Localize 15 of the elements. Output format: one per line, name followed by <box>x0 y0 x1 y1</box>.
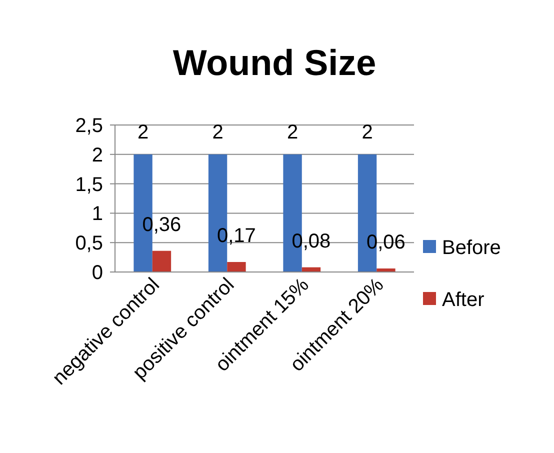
data-label: 2 <box>137 121 149 144</box>
data-label: 2 <box>286 121 298 144</box>
y-tick-label: 0,5 <box>75 232 103 255</box>
y-tick-label: 1,5 <box>75 174 103 196</box>
data-label: 2 <box>212 121 224 144</box>
bar <box>227 262 246 272</box>
y-tick-label: 2 <box>92 144 103 166</box>
y-tick-label: 2,5 <box>75 115 103 137</box>
y-tick-label: 1 <box>92 203 103 226</box>
legend-label: After <box>442 289 485 311</box>
legend-label: Before <box>442 237 501 259</box>
data-label: 2 <box>362 121 373 144</box>
bar <box>152 250 172 272</box>
chart-title: Wound Size <box>172 42 376 83</box>
y-tick-label: 0 <box>92 262 103 284</box>
